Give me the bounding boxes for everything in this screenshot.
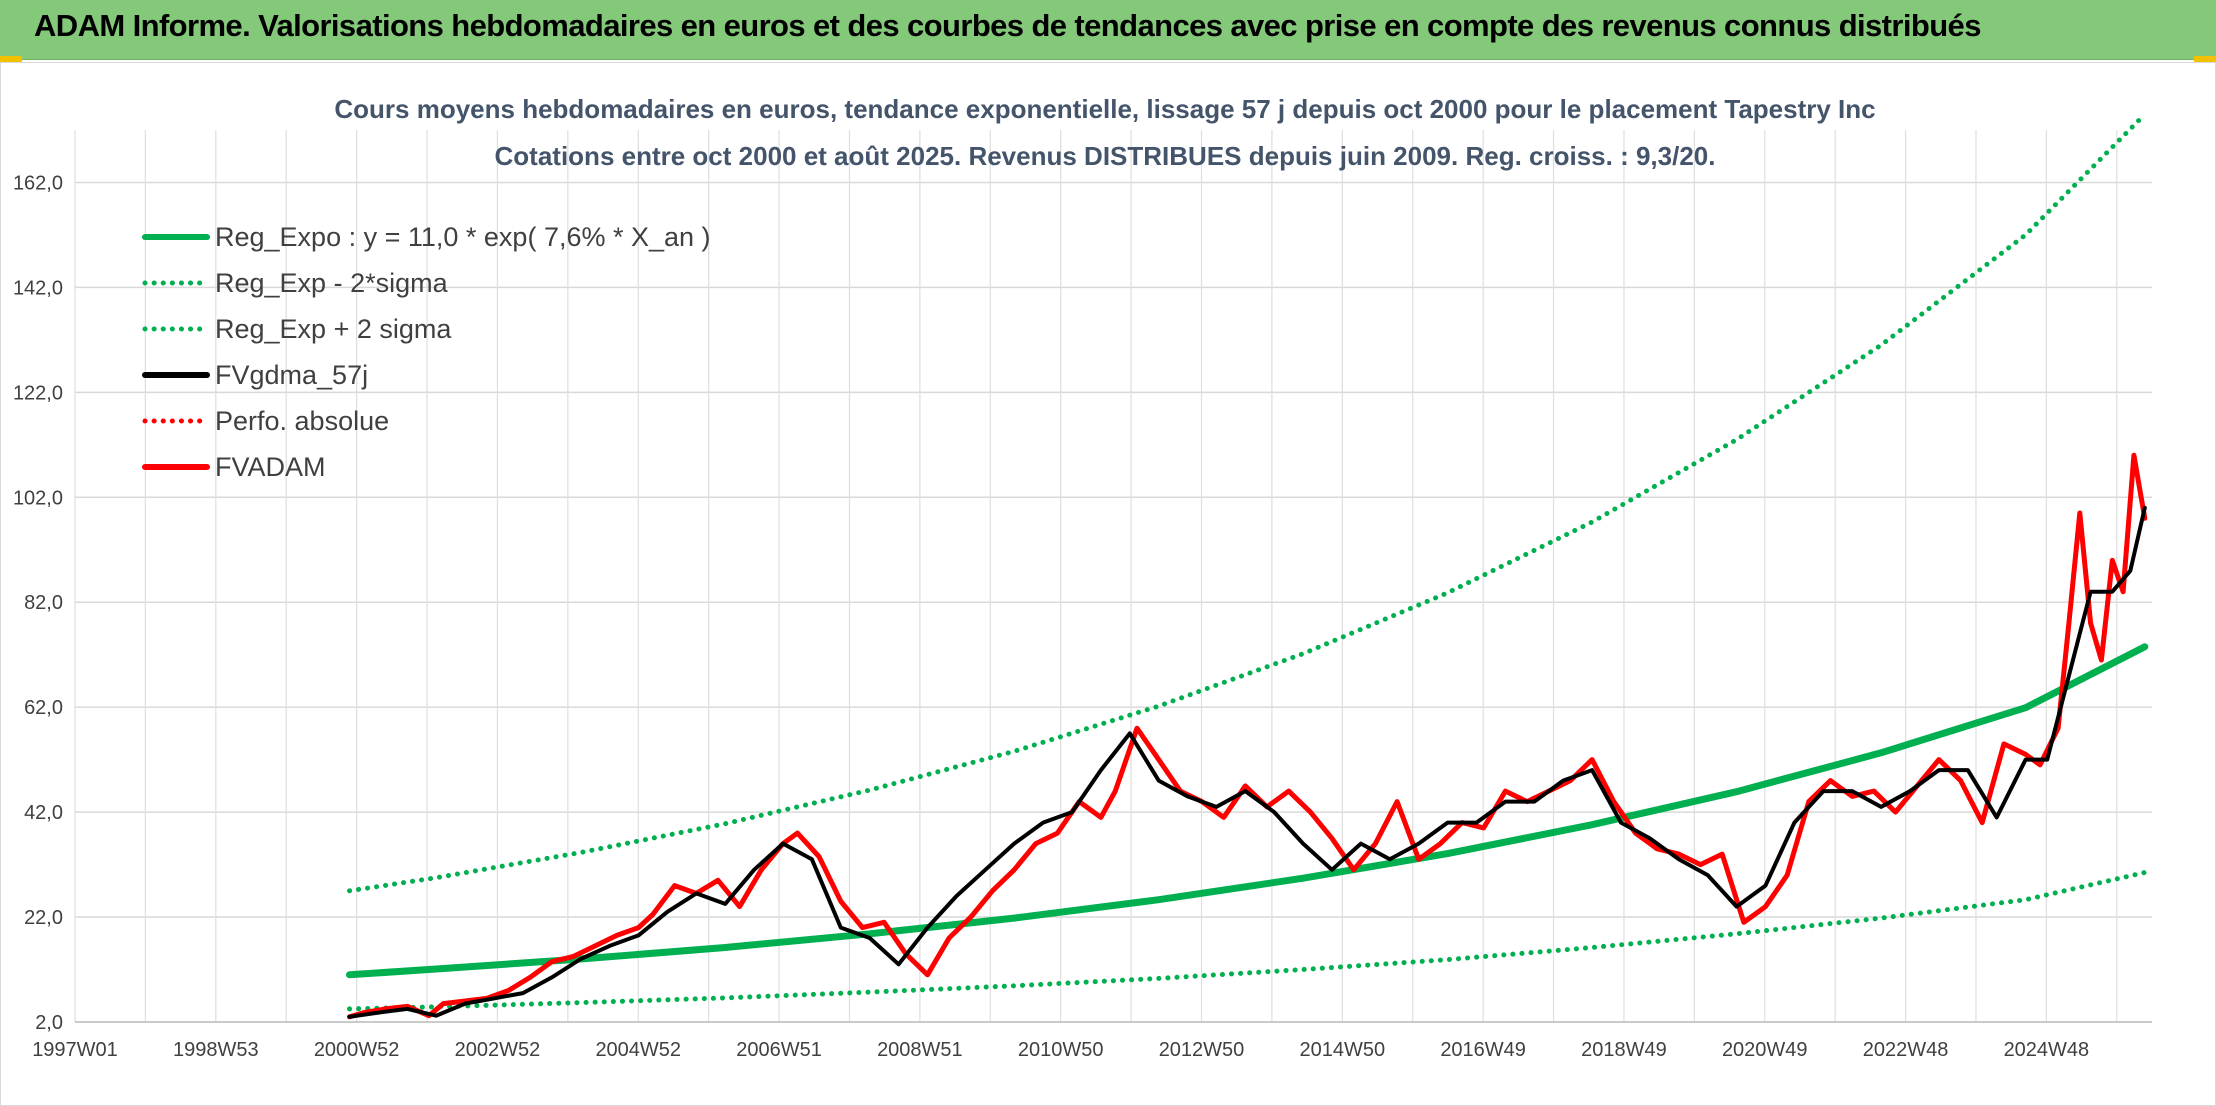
y-tick-label: 162,0 <box>13 172 63 194</box>
x-tick-label: 2008W51 <box>877 1039 963 1061</box>
series-line-1 <box>347 870 2148 1012</box>
legend-label: FVgdma_57j <box>215 360 368 390</box>
x-tick-label: 2018W49 <box>1581 1039 1667 1061</box>
legend-label: Reg_Exp - 2*sigma <box>215 268 449 298</box>
x-tick-label: 2020W49 <box>1722 1039 1808 1061</box>
y-tick-label: 62,0 <box>24 697 63 719</box>
x-tick-label: 2000W52 <box>314 1039 400 1061</box>
series-line-0 <box>346 643 2149 979</box>
chart-subtitle: Cotations entre oct 2000 et août 2025. R… <box>495 141 1716 171</box>
x-axis-ticks: 1997W01 1998W53 2000W52 2002W52 2004W52 2006W… <box>32 1039 2089 1061</box>
y-tick-label: 122,0 <box>13 382 63 404</box>
x-tick-label: 2006W51 <box>736 1039 822 1061</box>
legend-label: Reg_Expo : y = 11,0 * exp( 7,6% * X_an ) <box>215 222 711 252</box>
header-title: ADAM Informe. Valorisations hebdomadaire… <box>34 8 1981 43</box>
x-tick-label: 2022W48 <box>1863 1039 1949 1061</box>
x-tick-label: 2016W49 <box>1440 1039 1526 1061</box>
x-tick-label: 2024W48 <box>2004 1039 2090 1061</box>
legend-label: Reg_Exp + 2 sigma <box>215 314 452 344</box>
x-tick-label: 2002W52 <box>455 1039 541 1061</box>
x-tick-label: 2012W50 <box>1159 1039 1245 1061</box>
y-axis-ticks: 2,0 22,0 42,0 62,0 82,0 102,0 122,0 142,0 162,0 <box>13 172 63 1034</box>
x-tick-label: 1998W53 <box>173 1039 259 1061</box>
header-banner: ADAM Informe. Valorisations hebdomadaire… <box>0 0 2216 60</box>
x-tick-label: 1997W01 <box>32 1039 118 1061</box>
y-tick-label: 142,0 <box>13 277 63 299</box>
y-tick-label: 102,0 <box>13 487 63 509</box>
chart-title: Cours moyens hebdomadaires en euros, ten… <box>334 94 1875 124</box>
corner-accent-left <box>0 56 22 63</box>
legend-label: FVADAM <box>215 452 326 482</box>
corner-accent-right <box>2194 56 2216 63</box>
grid <box>74 130 2152 1023</box>
y-tick-label: 2,0 <box>35 1012 63 1034</box>
y-tick-label: 82,0 <box>24 592 63 614</box>
series-line-3 <box>347 505 2147 1019</box>
y-tick-label: 42,0 <box>24 802 63 824</box>
legend: Reg_Expo : y = 11,0 * exp( 7,6% * X_an )… <box>142 222 711 482</box>
x-tick-label: 2010W50 <box>1018 1039 1104 1061</box>
x-tick-label: 2014W50 <box>1300 1039 1386 1061</box>
series-group <box>346 111 2149 1020</box>
x-tick-label: 2004W52 <box>595 1039 681 1061</box>
legend-label: Perfo. absolue <box>215 406 389 436</box>
series-line-5 <box>347 452 2148 1020</box>
y-tick-label: 22,0 <box>24 907 63 929</box>
series-line-2 <box>347 111 2148 894</box>
